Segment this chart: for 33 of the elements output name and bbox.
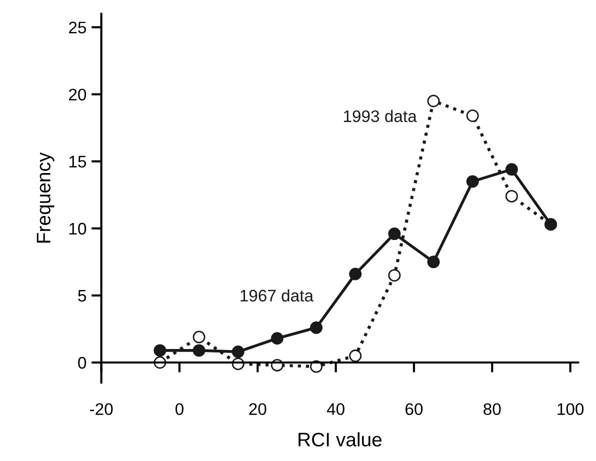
point <box>466 110 479 122</box>
series-label: 1993 data <box>344 110 417 122</box>
y-tick-label: 25 <box>69 22 86 34</box>
y-tick-label: 15 <box>69 156 86 168</box>
y-axis-title: Frequency <box>36 152 54 243</box>
y-tick-label: 5 <box>78 290 86 302</box>
point <box>505 163 518 176</box>
point <box>270 332 284 345</box>
x-axis-title: RCI value <box>298 432 382 446</box>
point <box>388 269 401 282</box>
point <box>427 94 440 108</box>
y-tick-label: 20 <box>69 88 86 100</box>
point <box>427 256 440 268</box>
point <box>192 344 206 357</box>
x-tick-label: 0 <box>176 403 184 416</box>
point <box>349 350 362 362</box>
point <box>466 175 479 188</box>
x-tick-label: 20 <box>249 403 266 416</box>
y-tick-label: 0 <box>78 356 86 369</box>
x-tick-label: 80 <box>484 403 501 416</box>
series-label: 1967 data <box>240 289 314 302</box>
point <box>310 321 323 334</box>
point <box>154 344 166 357</box>
point <box>192 330 206 344</box>
x-tick-label: 100 <box>558 403 584 416</box>
y-tick-label: 10 <box>69 222 86 235</box>
x-tick-label: 60 <box>406 403 423 416</box>
x-tick-label: 40 <box>326 403 344 416</box>
point <box>505 190 518 202</box>
point <box>388 228 401 240</box>
x-tick-label: -20 <box>90 403 113 416</box>
point <box>349 268 362 280</box>
point <box>232 346 244 358</box>
